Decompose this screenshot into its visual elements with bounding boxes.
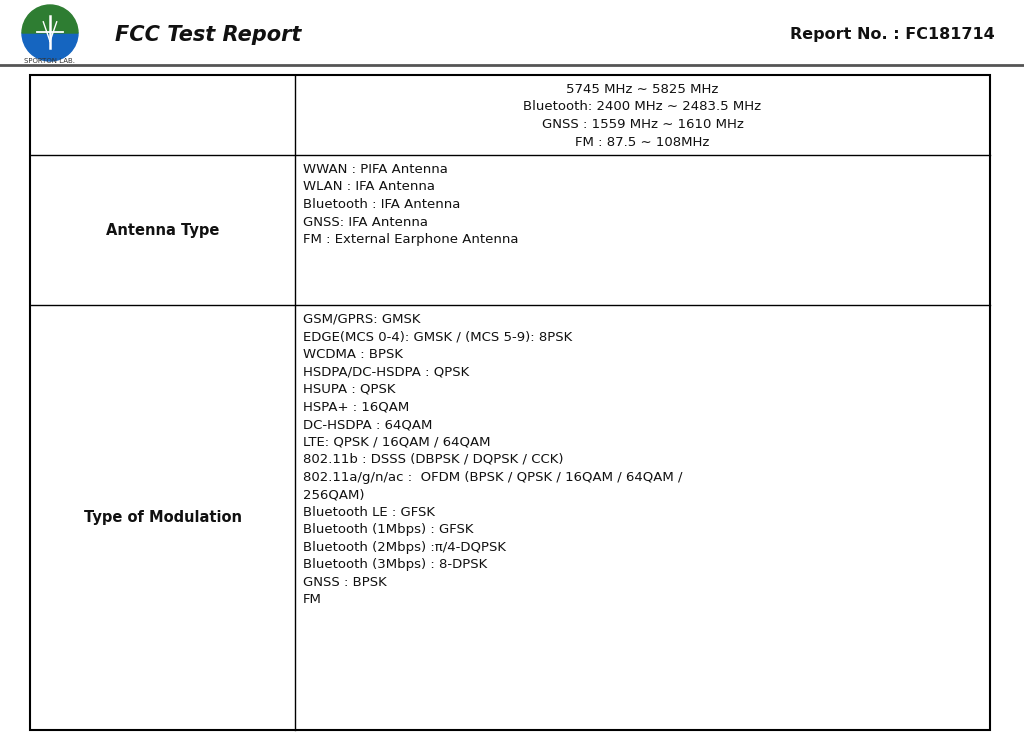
Wedge shape xyxy=(22,5,78,33)
Bar xyxy=(30,75,990,730)
Text: FCC Test Report: FCC Test Report xyxy=(115,25,301,45)
Text: GSM/GPRS: GMSK
EDGE(MCS 0-4): GMSK / (MCS 5-9): 8PSK
WCDMA : BPSK
HSDPA/DC-HSDPA: GSM/GPRS: GMSK EDGE(MCS 0-4): GMSK / (MC… xyxy=(303,313,683,606)
Text: Antenna Type: Antenna Type xyxy=(105,222,219,238)
Wedge shape xyxy=(22,33,78,61)
Text: 5745 MHz ∼ 5825 MHz
Bluetooth: 2400 MHz ∼ 2483.5 MHz
GNSS : 1559 MHz ∼ 1610 MHz
: 5745 MHz ∼ 5825 MHz Bluetooth: 2400 MHz … xyxy=(523,83,762,148)
Text: WWAN : PIFA Antenna
WLAN : IFA Antenna
Bluetooth : IFA Antenna
GNSS: IFA Antenna: WWAN : PIFA Antenna WLAN : IFA Antenna B… xyxy=(303,163,518,246)
Text: Type of Modulation: Type of Modulation xyxy=(84,510,242,525)
Text: Report No. : FC181714: Report No. : FC181714 xyxy=(791,27,995,42)
Text: SPORTON LAB.: SPORTON LAB. xyxy=(25,58,76,64)
